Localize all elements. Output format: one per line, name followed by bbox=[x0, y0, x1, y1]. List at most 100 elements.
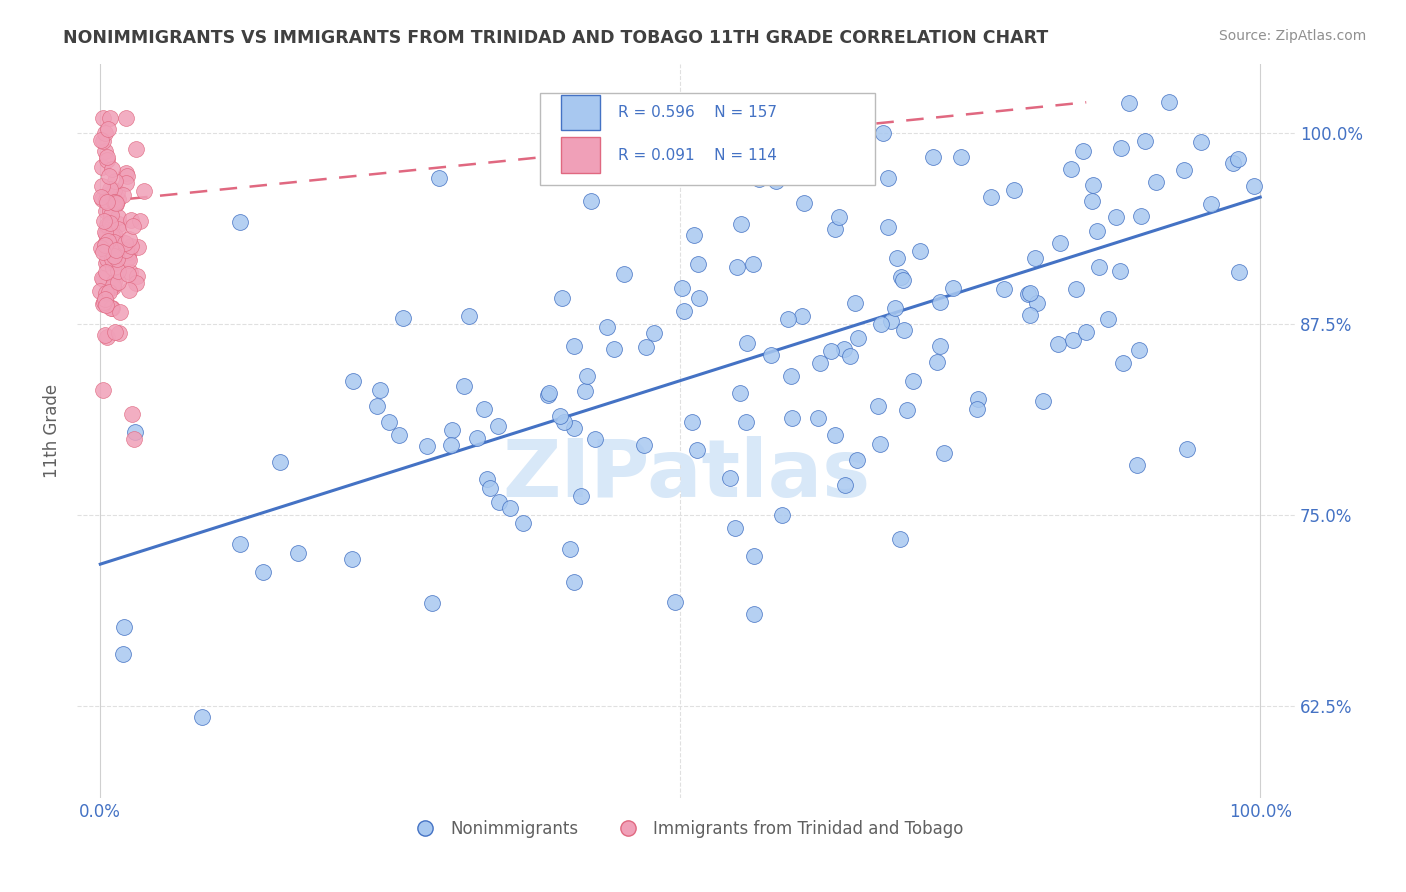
Point bbox=[1019, 308, 1042, 322]
Text: ZIPatlas: ZIPatlas bbox=[502, 436, 870, 514]
Point bbox=[93, 144, 115, 158]
Point bbox=[91, 271, 114, 285]
Point bbox=[603, 342, 626, 356]
Text: Source: ZipAtlas.com: Source: ZipAtlas.com bbox=[1219, 29, 1367, 43]
Point bbox=[104, 325, 127, 339]
Point bbox=[287, 546, 309, 560]
Point bbox=[103, 249, 125, 263]
Point bbox=[107, 222, 129, 236]
Point bbox=[96, 219, 118, 234]
Point bbox=[96, 256, 118, 270]
Point bbox=[718, 471, 741, 485]
Point bbox=[1019, 285, 1042, 300]
Point bbox=[1062, 334, 1084, 348]
Point bbox=[1227, 265, 1250, 279]
Point bbox=[103, 235, 125, 249]
Point bbox=[1017, 287, 1039, 301]
Point bbox=[103, 255, 125, 269]
Point bbox=[94, 238, 117, 252]
Point bbox=[115, 177, 138, 191]
Bar bbox=[561, 137, 599, 173]
Point bbox=[1243, 179, 1265, 194]
Point bbox=[1088, 260, 1111, 275]
Point bbox=[776, 311, 799, 326]
Point bbox=[94, 227, 117, 242]
Point bbox=[94, 327, 117, 342]
Point bbox=[128, 214, 150, 228]
Point bbox=[127, 240, 149, 254]
Point bbox=[96, 218, 118, 232]
Point bbox=[1112, 356, 1135, 370]
Point bbox=[478, 481, 501, 495]
Point bbox=[422, 596, 444, 610]
Point bbox=[94, 236, 117, 251]
Point bbox=[779, 369, 801, 384]
Point bbox=[94, 286, 117, 301]
Point bbox=[499, 501, 522, 516]
Point bbox=[792, 196, 814, 211]
Point bbox=[94, 244, 117, 258]
Point bbox=[575, 368, 598, 383]
Point bbox=[896, 403, 918, 417]
Point bbox=[107, 264, 129, 278]
Point bbox=[928, 294, 950, 309]
Point bbox=[118, 245, 141, 260]
Point bbox=[671, 280, 693, 294]
Point bbox=[790, 309, 813, 323]
Point bbox=[94, 298, 117, 312]
Point bbox=[368, 384, 391, 398]
Point bbox=[846, 453, 869, 467]
Point bbox=[1175, 442, 1198, 456]
Point bbox=[1173, 163, 1195, 178]
Text: NONIMMIGRANTS VS IMMIGRANTS FROM TRINIDAD AND TOBAGO 11TH GRADE CORRELATION CHAR: NONIMMIGRANTS VS IMMIGRANTS FROM TRINIDA… bbox=[63, 29, 1049, 46]
Point bbox=[742, 549, 765, 563]
Point bbox=[884, 301, 907, 315]
Point bbox=[782, 410, 804, 425]
Point bbox=[105, 245, 128, 260]
Text: R = 0.091    N = 114: R = 0.091 N = 114 bbox=[617, 147, 776, 162]
Point bbox=[98, 285, 121, 299]
Point bbox=[96, 188, 118, 202]
Point bbox=[681, 415, 703, 429]
Point bbox=[96, 252, 118, 267]
Point bbox=[596, 320, 619, 334]
Point bbox=[98, 111, 121, 125]
Point bbox=[1097, 312, 1119, 326]
Point bbox=[889, 533, 911, 547]
Point bbox=[673, 304, 696, 318]
Point bbox=[122, 432, 145, 446]
Point bbox=[567, 129, 589, 144]
Point bbox=[103, 183, 125, 197]
Point bbox=[1049, 236, 1071, 251]
Point bbox=[1032, 394, 1054, 409]
Point bbox=[127, 268, 149, 283]
Point bbox=[562, 338, 585, 352]
Point bbox=[101, 278, 124, 293]
Point bbox=[120, 213, 142, 227]
Point bbox=[472, 402, 495, 417]
Point bbox=[125, 276, 148, 290]
Point bbox=[229, 537, 252, 551]
Point bbox=[342, 374, 364, 388]
Point bbox=[824, 221, 846, 235]
Point bbox=[1109, 264, 1132, 278]
Point bbox=[103, 250, 125, 264]
Point bbox=[1125, 458, 1147, 472]
Y-axis label: 11th Grade: 11th Grade bbox=[44, 384, 60, 478]
Point bbox=[569, 490, 592, 504]
Point bbox=[477, 472, 499, 486]
Point bbox=[1081, 178, 1104, 192]
Point bbox=[824, 428, 846, 442]
Point bbox=[1071, 144, 1094, 158]
Point bbox=[91, 244, 114, 259]
Point bbox=[796, 145, 818, 160]
Point bbox=[1201, 196, 1223, 211]
Point bbox=[121, 407, 143, 421]
Point bbox=[100, 208, 122, 222]
Point bbox=[537, 386, 560, 401]
Point bbox=[1105, 211, 1128, 225]
Point bbox=[91, 383, 114, 397]
Bar bbox=[561, 95, 599, 130]
Point bbox=[112, 620, 135, 634]
Point bbox=[730, 218, 752, 232]
